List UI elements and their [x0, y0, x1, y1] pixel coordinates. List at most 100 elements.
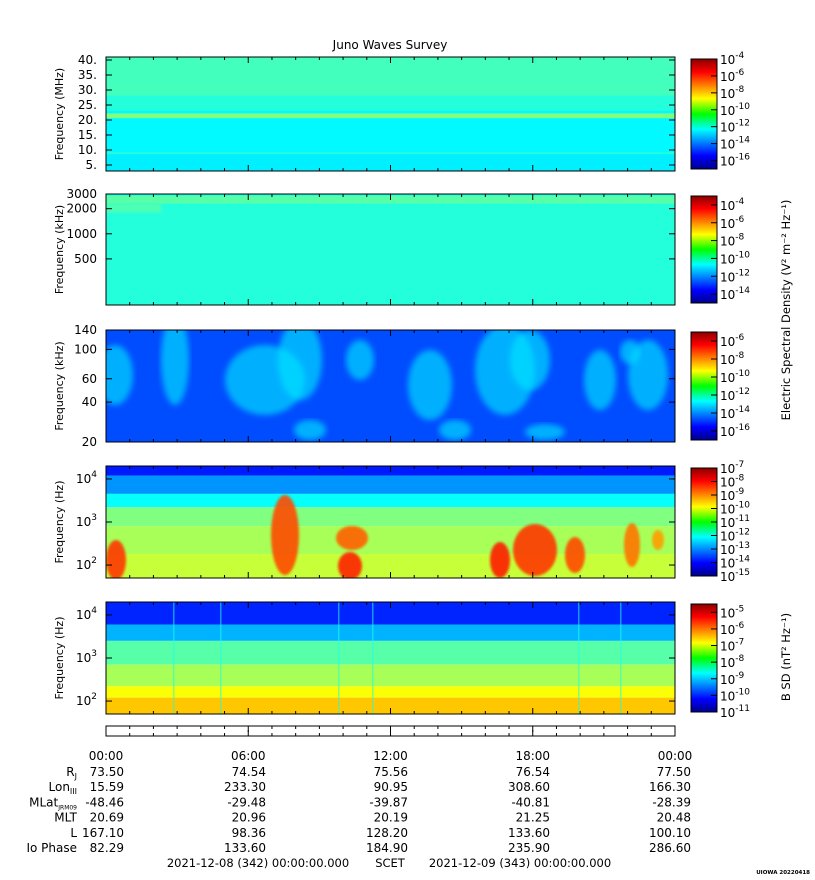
ephemeris-value: 76.54 — [516, 765, 550, 779]
y-axis-label: Frequency (Hz) — [53, 617, 66, 700]
spectrogram-panel-3: 140 100 60 40 20 Frequency (kHz) 10-6 10-8 10-10… — [53, 323, 750, 449]
colorbar-tick-label: 10-8 — [720, 351, 745, 367]
ephemeris-value: 75.56 — [374, 765, 408, 779]
time-tick-label: 06:00 — [231, 749, 266, 763]
colorbar-tick-label: 10-6 — [720, 333, 745, 349]
y-tick-label: 103 — [76, 513, 97, 529]
y-tick-label: 1000 — [66, 227, 97, 241]
y-tick-label: 5. — [86, 158, 97, 172]
colorbar-tick-label: 10-8 — [720, 233, 745, 249]
ephemeris-value: 167.10 — [82, 826, 124, 840]
colorbar — [690, 603, 718, 713]
colorbar-tick-label: 10-4 — [720, 51, 745, 67]
ephemeris-value: -28.39 — [652, 795, 691, 809]
colorbar-tick-label: 10-9 — [720, 671, 745, 687]
time-tick-label: 12:00 — [373, 749, 408, 763]
ephemeris-value: 20.69 — [90, 811, 124, 825]
colorbar-tick-label: 10-6 — [720, 215, 745, 231]
spectrogram-image — [106, 57, 675, 171]
ephemeris-value: 286.60 — [649, 841, 691, 855]
colorbar-tick-label: 10-14 — [720, 405, 750, 421]
y-tick-label: 10. — [78, 143, 97, 157]
time-tick-label: 18:00 — [515, 749, 550, 763]
y-tick-label: 500 — [74, 252, 97, 266]
spectrogram-image — [106, 194, 675, 305]
y-axis-label: Frequency (kHz) — [53, 341, 66, 430]
ephemeris-value: -40.81 — [511, 795, 550, 809]
colorbar-tick-label: 10-6 — [720, 621, 745, 637]
y-tick-label: 102 — [76, 692, 97, 708]
ephemeris-value: 20.96 — [232, 811, 266, 825]
ephemeris-value: -29.48 — [227, 795, 266, 809]
y-tick-label: 104 — [76, 470, 97, 486]
efield-colorbar-label: Electric Spectral Density (V² m⁻² Hz⁻¹) — [779, 200, 793, 421]
time-tick-label: 00:00 — [89, 749, 124, 763]
y-axis-label: Frequency (MHz) — [53, 68, 66, 160]
ephemeris-value: 73.50 — [90, 765, 124, 779]
colorbar-tick-label: 10-10 — [720, 369, 750, 385]
time-tick-label: 00:00 — [658, 749, 693, 763]
ephemeris-label: LonIII — [49, 780, 78, 796]
ephemeris-value: 100.10 — [649, 826, 691, 840]
y-tick-label: 30. — [78, 83, 97, 97]
colorbar-tick-label: 10-7 — [720, 638, 744, 654]
y-tick-label: 102 — [76, 556, 97, 572]
ephemeris-value: -39.87 — [369, 795, 408, 809]
y-tick-label: 100 — [74, 342, 97, 356]
y-axis-label: Frequency (kHz) — [53, 205, 66, 294]
y-tick-label: 25. — [78, 98, 97, 112]
ephemeris-value: 235.90 — [508, 841, 550, 855]
colorbar-tick-label: 10-10 — [720, 687, 750, 703]
ephemeris-value: 15.59 — [90, 780, 124, 794]
colorbar — [690, 58, 718, 170]
figure-title: Juno Waves Survey — [332, 38, 448, 52]
ephemeris-value: 166.30 — [649, 780, 691, 794]
colorbar-tick-label: 10-6 — [720, 68, 745, 84]
ephemeris-value: -48.46 — [85, 795, 124, 809]
y-tick-label: 35. — [78, 68, 97, 82]
colorbar-tick-label: 10-15 — [720, 568, 750, 584]
ephemeris-value: 133.60 — [224, 841, 266, 855]
y-tick-label: 103 — [76, 649, 97, 665]
y-tick-label: 20. — [78, 113, 97, 127]
ephemeris-value: 20.48 — [657, 811, 691, 825]
colorbar-tick-label: 10-10 — [720, 102, 750, 118]
y-tick-label: 60 — [82, 372, 97, 386]
spectrogram-image — [106, 330, 675, 442]
y-axis-label: Frequency (Hz) — [53, 481, 66, 564]
footer-end-time: 2021-12-09 (343) 00:00:00.000 — [429, 856, 611, 870]
colorbar-tick-label: 10-16 — [720, 153, 750, 169]
ephemeris-label: RJ — [66, 765, 77, 781]
y-tick-label: 140 — [74, 323, 97, 337]
ephemeris-label: MLatJRM09 — [29, 795, 77, 811]
colorbar-tick-label: 10-8 — [720, 85, 745, 101]
colorbar-tick-label: 10-14 — [720, 136, 750, 152]
ephemeris-value: 90.95 — [374, 780, 408, 794]
y-tick-label: 15. — [78, 128, 97, 142]
ephemeris-value: 184.90 — [366, 841, 408, 855]
y-tick-label: 3000 — [66, 187, 97, 201]
ephemeris-label: L — [70, 826, 77, 840]
spectrogram-image — [106, 466, 675, 578]
bfield-colorbar-label: B SD (nT² Hz⁻¹) — [779, 613, 793, 701]
colorbar-tick-label: 10-12 — [720, 268, 750, 284]
ephemeris-label: MLT — [54, 811, 77, 825]
ephemeris-value: 233.30 — [224, 780, 266, 794]
colorbar — [690, 195, 718, 304]
colorbar — [690, 331, 718, 441]
colorbar-tick-label: 10-11 — [720, 704, 750, 720]
footer-start-time: 2021-12-08 (342) 00:00:00.000 — [167, 856, 349, 870]
uiowa-stamp: UIOWA 20220418 — [756, 870, 810, 876]
colorbar-tick-label: 10-16 — [720, 423, 750, 439]
ephemeris-value: 133.60 — [508, 826, 550, 840]
y-tick-label: 104 — [76, 606, 97, 622]
colorbar-tick-label: 10-10 — [720, 250, 750, 266]
ephemeris-value: 82.29 — [90, 841, 124, 855]
spectrogram-panel-1: 40.35.30.25.20.15.10.5. Frequency (MHz) 10… — [53, 51, 750, 172]
ephemeris-value: 21.25 — [516, 811, 550, 825]
footer-scet-label: SCET — [375, 856, 406, 870]
ephemeris-label: Io Phase — [26, 841, 77, 855]
colorbar-tick-label: 10-12 — [720, 387, 750, 403]
